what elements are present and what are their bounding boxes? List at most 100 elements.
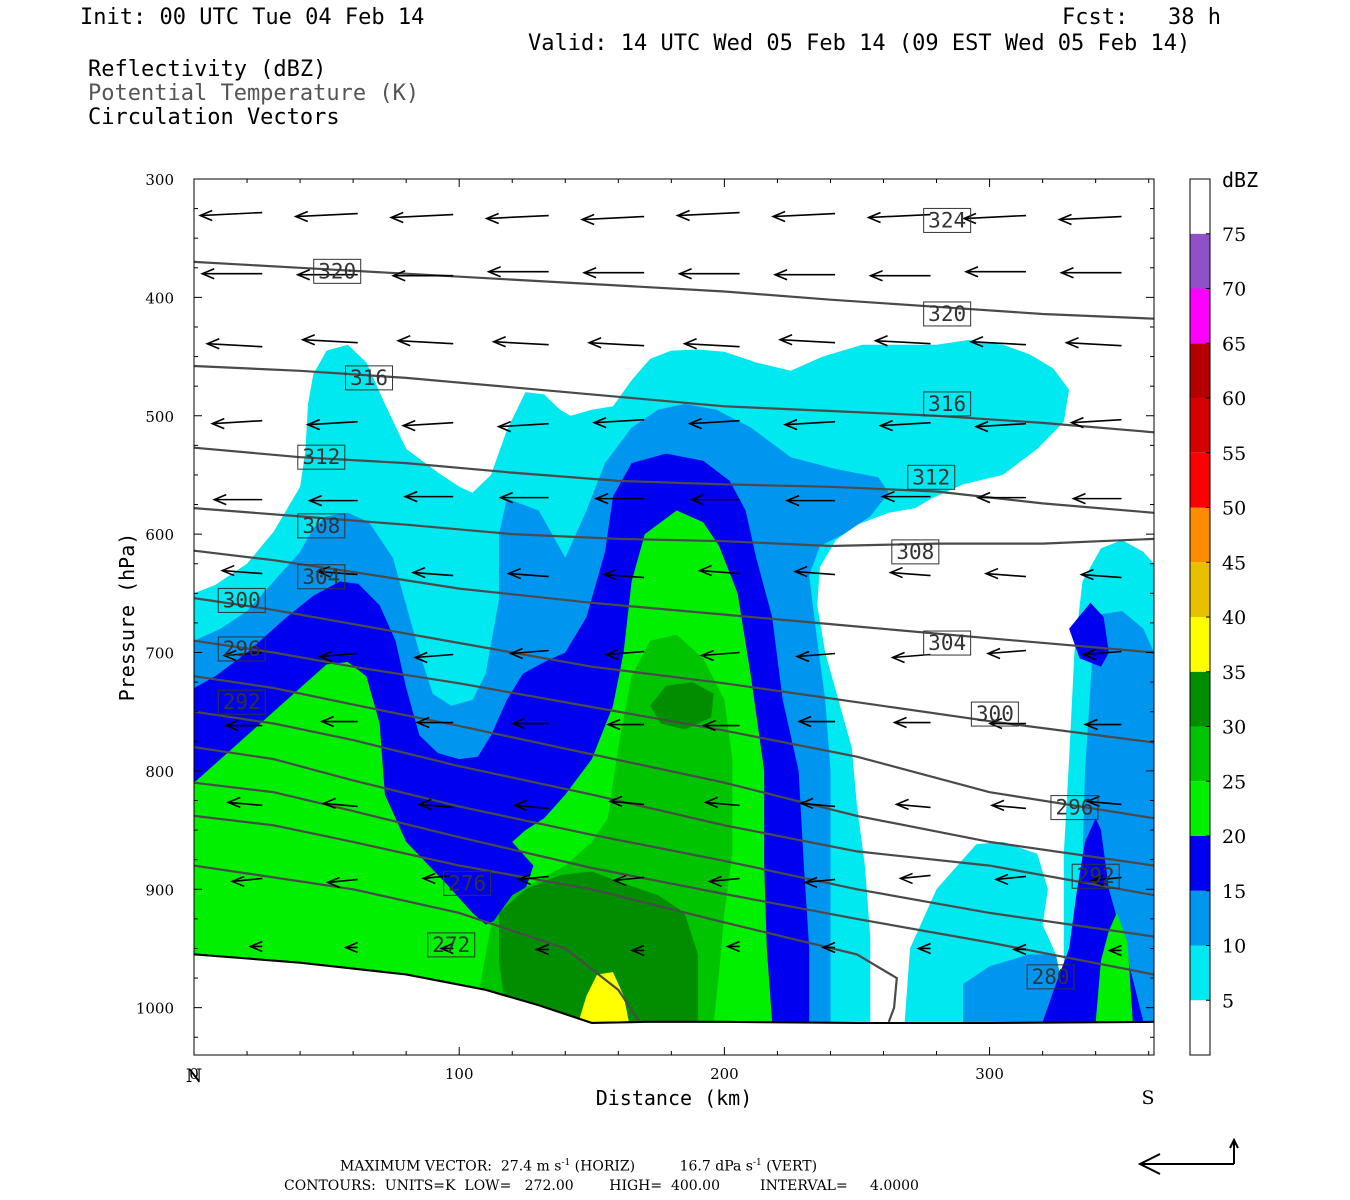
colorbar-swatch <box>1190 836 1210 891</box>
theta-label: 300 <box>976 702 1014 726</box>
circulation-vector <box>989 799 1027 812</box>
circulation-vector <box>707 875 740 888</box>
theta-label-box <box>1071 863 1120 889</box>
circulation-vector <box>293 210 358 223</box>
colorbar-swatch <box>1190 398 1210 453</box>
circulation-vector <box>198 209 263 222</box>
theta-label-box <box>1026 964 1075 990</box>
theta-contour-272 <box>194 864 641 1023</box>
circulation-vector <box>508 647 549 660</box>
circulation-vector <box>772 268 836 281</box>
contour-info-line: CONTOURS: UNITS=K LOW= 272.00 HIGH= 400.… <box>284 1178 919 1194</box>
theta-contour-300 <box>194 597 1154 744</box>
circulation-vector <box>319 715 358 728</box>
colorbar-tick-label: 35 <box>1222 662 1246 684</box>
circulation-vector <box>230 875 263 888</box>
circulation-vector <box>506 567 549 580</box>
theta-contour-296 <box>194 639 1154 820</box>
colorbar-swatch <box>1190 945 1210 1001</box>
circulation-vector <box>798 797 836 810</box>
x-tick-label: 0 <box>189 1065 199 1083</box>
colorbar-swatch <box>1190 179 1210 234</box>
y-tick-label: 1000 <box>136 1000 174 1018</box>
y-tick-label: 800 <box>145 763 174 781</box>
theta-label-box <box>923 301 972 327</box>
forecast-hour: Fcst: 38 h <box>1062 5 1221 30</box>
colorbar-tick-label: 55 <box>1222 443 1246 465</box>
circulation-vector <box>315 565 358 578</box>
colorbar-swatch <box>1190 1000 1210 1055</box>
circulation-vector <box>675 209 740 222</box>
circulation-vector <box>205 337 263 350</box>
circulation-vector <box>602 568 645 581</box>
circulation-vector <box>580 213 645 226</box>
max-vector-horiz-tag: (HORIZ) <box>574 1158 636 1175</box>
circulation-vector <box>510 717 549 730</box>
circulation-vector <box>417 798 454 811</box>
circulation-vector <box>782 418 836 431</box>
theta-label: 320 <box>318 259 356 283</box>
circulation-vector <box>777 333 836 346</box>
theta-contours <box>194 94 1154 1055</box>
circulation-vector <box>212 493 263 506</box>
theta-contour-316 <box>194 364 1154 434</box>
circulation-vector <box>987 717 1027 730</box>
theta-label-box <box>297 513 346 539</box>
colorbar-tick-label: 20 <box>1222 826 1246 848</box>
x-tick-label: 300 <box>975 1065 1004 1083</box>
y-tick-label: 400 <box>145 289 174 307</box>
theta-contour-labels: 324 320 320 316 316 312 312 308 308 304 304 300 300 2… <box>217 207 1120 990</box>
theta-label-box <box>217 587 266 613</box>
circulation-vector <box>295 268 358 281</box>
circulation-vector <box>1079 568 1122 581</box>
circulation-vector <box>391 269 454 282</box>
circulation-vector <box>200 267 263 280</box>
colorbar-tick-label: 75 <box>1222 224 1246 246</box>
circulation-vector <box>1064 336 1122 349</box>
circulation-vector <box>961 212 1027 225</box>
max-vector-line: MAXIMUM VECTOR: 27.4 m s-1 (HORIZ) 16.7 … <box>340 1158 817 1175</box>
x-end-label-north: N <box>186 1065 203 1087</box>
theta-label-box <box>891 539 940 565</box>
colorbar-tick-label: 30 <box>1222 717 1246 739</box>
reflectivity-region-30dbz <box>499 871 698 1022</box>
circulation-vector <box>403 490 454 503</box>
circulation-vector <box>421 872 454 885</box>
circulation-vector <box>226 796 263 809</box>
circulation-vector <box>1081 648 1122 661</box>
circulation-vector <box>594 492 645 505</box>
circulation-vector <box>894 798 931 811</box>
circulation-vector <box>498 491 549 504</box>
field-label-reflectivity: Reflectivity (dBZ) <box>88 57 327 82</box>
circulation-vector <box>307 494 358 507</box>
colorbar-tick-label: 65 <box>1222 333 1246 355</box>
circulation-vector <box>396 334 454 347</box>
y-tick-label: 300 <box>145 171 174 189</box>
theta-label: 296 <box>223 637 261 661</box>
colorbar-swatch <box>1190 671 1210 727</box>
theta-contour-324 <box>194 94 1154 126</box>
theta-label-box <box>923 630 972 656</box>
theta-label-box <box>443 870 492 896</box>
colorbar-tick-label: 50 <box>1222 498 1246 520</box>
circulation-vector <box>220 564 263 577</box>
colorbar-swatch <box>1190 781 1210 836</box>
circulation-vector <box>1107 944 1122 957</box>
circulation-vector <box>343 941 359 954</box>
circulation-vector <box>534 943 549 956</box>
theta-label-box <box>923 391 972 417</box>
x-end-label-south: S <box>1141 1087 1154 1109</box>
theta-contour-276 <box>194 814 898 1023</box>
circulation-vector <box>963 265 1027 278</box>
circulation-vector <box>491 335 549 348</box>
circulation-vector <box>701 719 740 732</box>
reflectivity-fill <box>194 340 1154 1022</box>
reflectivity-region-35dbz <box>578 972 629 1022</box>
theta-contour-284 <box>194 746 1154 938</box>
circulation-vector <box>1071 492 1122 505</box>
circulation-vector <box>582 266 645 279</box>
circulation-vector <box>1011 943 1027 956</box>
colorbar-tick-label: 60 <box>1222 388 1246 410</box>
theta-label-box <box>427 932 476 958</box>
